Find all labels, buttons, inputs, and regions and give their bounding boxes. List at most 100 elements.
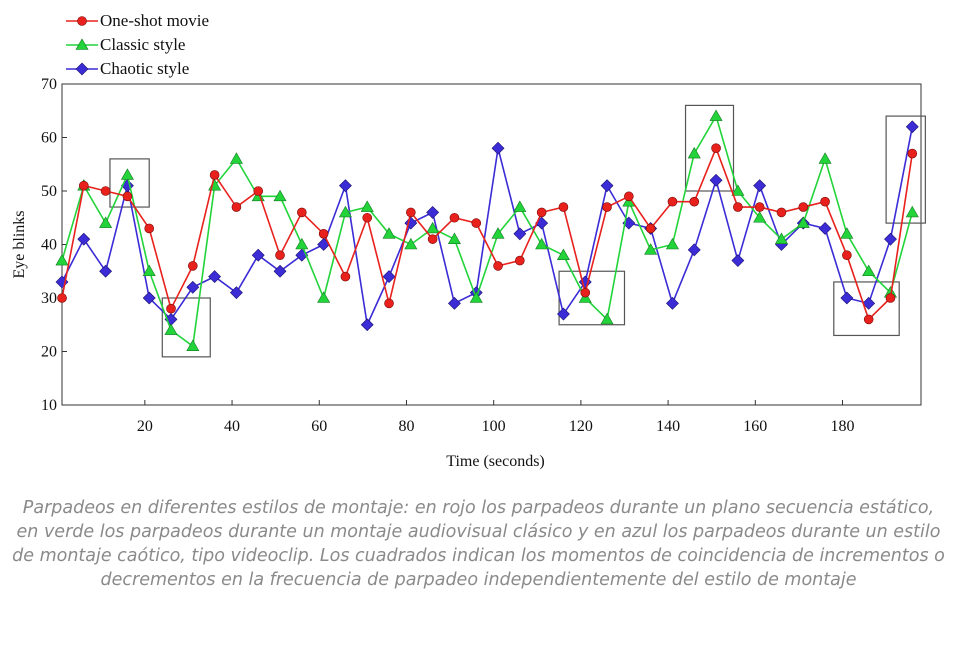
data-point [229, 152, 243, 164]
data-point [360, 200, 374, 212]
data-point [580, 287, 591, 298]
data-point [798, 202, 809, 212]
data-point [55, 253, 69, 266]
data-point [731, 254, 745, 267]
data-point [884, 232, 897, 246]
x-tick-label: 60 [311, 418, 327, 435]
data-point [471, 218, 482, 228]
data-point [645, 223, 656, 234]
data-point [251, 248, 265, 262]
data-point [731, 184, 745, 196]
series-line [61, 145, 914, 321]
data-point [600, 179, 614, 193]
data-point [360, 318, 374, 332]
data-point [186, 280, 200, 294]
y-tick-label: 30 [41, 290, 57, 307]
data-point [820, 196, 830, 207]
data-point [862, 296, 876, 310]
data-point [120, 168, 134, 180]
data-point [340, 271, 351, 282]
data-point [602, 202, 612, 212]
data-point [754, 202, 765, 212]
data-point [862, 264, 876, 277]
highlight-box [885, 115, 926, 224]
data-point [209, 170, 220, 180]
y-tick-label: 50 [41, 183, 57, 200]
y-tick-label: 40 [41, 237, 57, 254]
data-point [77, 232, 91, 246]
data-point [557, 307, 570, 321]
x-tick-label: 80 [398, 418, 414, 435]
data-point [840, 291, 854, 305]
data-point [166, 303, 176, 314]
data-point [99, 216, 113, 228]
data-point [427, 234, 438, 244]
x-axis-label: Time (seconds) [446, 453, 545, 470]
data-point [774, 232, 788, 244]
data-point [840, 227, 854, 239]
x-tick-label: 180 [831, 418, 855, 435]
highlight-box [109, 158, 150, 208]
data-point [796, 216, 810, 228]
data-point [709, 173, 723, 187]
data-point [469, 291, 483, 303]
data-point [275, 250, 285, 260]
x-tick-label: 120 [569, 418, 593, 435]
x-tick-label: 140 [656, 418, 680, 435]
data-point [100, 186, 111, 196]
data-point [689, 196, 700, 207]
data-point [122, 191, 133, 202]
legend-marker [77, 16, 87, 26]
data-point [776, 207, 787, 218]
data-point [644, 243, 658, 255]
y-axis-label: Eye blinks [11, 211, 28, 279]
series-line [61, 114, 914, 348]
data-point [667, 196, 678, 207]
data-point [144, 223, 155, 234]
legend-marker [75, 38, 89, 50]
data-point [448, 296, 461, 310]
data-point [493, 261, 503, 271]
data-point [253, 186, 264, 196]
data-point [733, 202, 743, 212]
data-point [164, 323, 178, 335]
data-point [842, 250, 852, 260]
data-point [142, 291, 156, 305]
data-point [449, 212, 460, 223]
eye-blinks-chart: 10 20 30 40 50 60 70 20 40 60 80 100 120 140 160 180 Tim… [11, 11, 926, 470]
series-line [61, 126, 914, 328]
series-chaotic-style [55, 120, 919, 332]
data-point [513, 200, 527, 212]
data-point [142, 264, 156, 277]
data-point [188, 261, 198, 271]
data-point [362, 212, 373, 223]
data-point [491, 227, 505, 239]
data-point [665, 237, 679, 250]
series-classic-style [55, 109, 919, 351]
x-tick-label: 40 [224, 418, 240, 435]
data-point [426, 205, 440, 219]
y-tick-label: 70 [41, 76, 57, 93]
data-point [231, 202, 242, 212]
data-point [273, 264, 287, 278]
x-tick-label: 160 [743, 418, 767, 435]
data-point [666, 296, 679, 310]
data-point [863, 314, 874, 325]
data-point [753, 211, 767, 223]
data-point [186, 339, 200, 351]
data-point [229, 286, 243, 300]
data-point [600, 312, 614, 325]
data-point [273, 189, 287, 202]
y-tick-label: 20 [41, 344, 57, 361]
data-point [535, 237, 549, 250]
data-point [447, 232, 461, 244]
data-point [687, 243, 701, 257]
data-point [384, 298, 394, 309]
data-point [426, 221, 440, 234]
data-point [208, 270, 222, 284]
data-point [558, 202, 569, 212]
data-point [491, 141, 505, 155]
data-point [885, 293, 896, 303]
data-point [515, 255, 525, 266]
data-point [297, 207, 307, 218]
